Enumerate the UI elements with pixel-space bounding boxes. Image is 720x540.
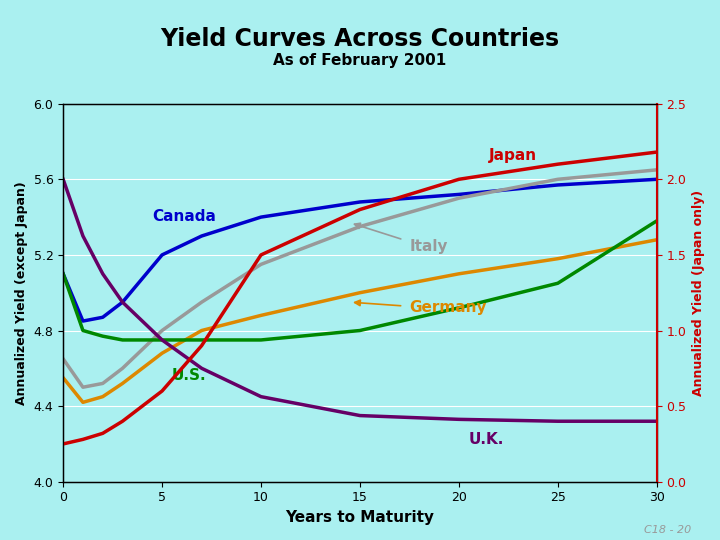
Y-axis label: Annualized Yield (Japan only): Annualized Yield (Japan only) — [692, 190, 705, 396]
Text: Canada: Canada — [152, 209, 216, 224]
Y-axis label: Annualized Yield (except Japan): Annualized Yield (except Japan) — [15, 181, 28, 404]
Text: C18 - 20: C18 - 20 — [644, 524, 691, 535]
Text: Italy: Italy — [410, 239, 448, 254]
Text: Japan: Japan — [489, 147, 536, 163]
Text: Germany: Germany — [410, 300, 487, 315]
X-axis label: Years to Maturity: Years to Maturity — [285, 510, 434, 525]
Text: U.S.: U.S. — [172, 368, 207, 383]
Text: U.K.: U.K. — [469, 432, 504, 447]
Title: As of February 2001: As of February 2001 — [274, 53, 446, 68]
Text: Yield Curves Across Countries: Yield Curves Across Countries — [161, 27, 559, 51]
